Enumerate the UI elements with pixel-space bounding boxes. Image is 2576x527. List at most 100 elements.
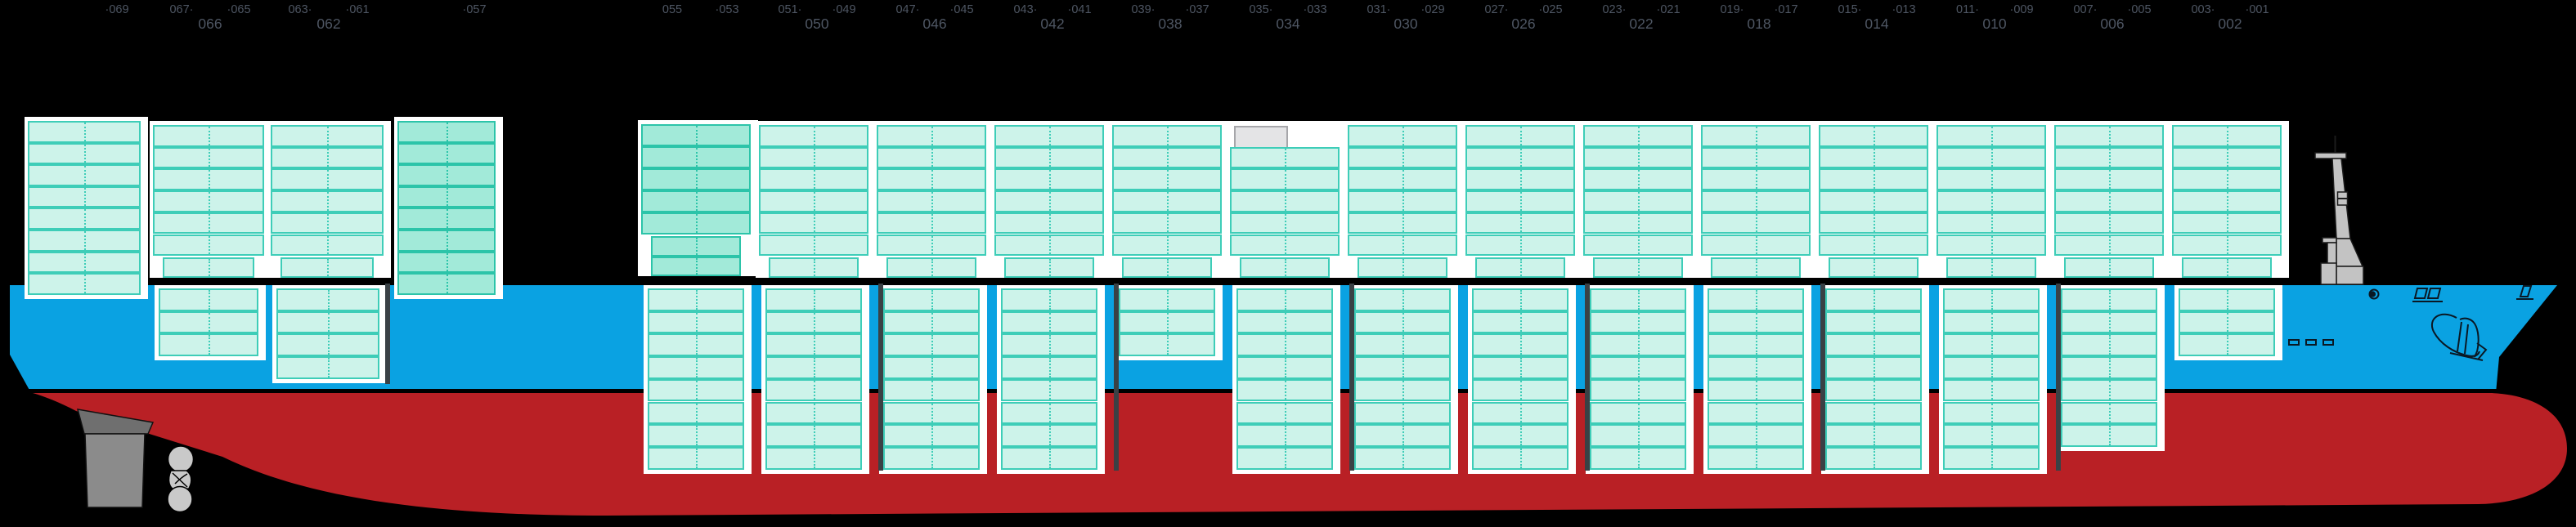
container-tier-hold <box>1236 356 1333 379</box>
twenty-foot-divider <box>696 380 698 400</box>
twenty-foot-divider <box>1167 335 1169 355</box>
twenty-foot-divider <box>1638 259 1640 276</box>
bay-label-even: 026 <box>1511 16 1536 32</box>
twenty-foot-divider <box>1991 448 1993 468</box>
container-tier <box>1230 146 1340 169</box>
container-tier <box>759 190 868 212</box>
twenty-foot-divider <box>1402 380 1404 400</box>
twenty-foot-divider <box>1638 358 1640 377</box>
container-tier-hold <box>1354 288 1451 311</box>
twenty-foot-divider <box>209 192 210 211</box>
twenty-foot-divider <box>1285 403 1286 423</box>
container-tier <box>759 146 868 169</box>
container-tier <box>1701 212 1811 234</box>
twenty-foot-divider <box>1520 358 1522 377</box>
container-tier <box>759 234 868 257</box>
bay-label-odd: ·025 <box>1538 3 1563 16</box>
twenty-foot-divider <box>447 187 448 207</box>
bay-label-even: 010 <box>1982 16 2007 32</box>
container-tier <box>397 121 496 143</box>
twenty-foot-divider <box>1638 290 1640 310</box>
bay-label-even: 018 <box>1747 16 1771 32</box>
container-tier-hold <box>1708 424 1804 447</box>
twenty-foot-divider <box>209 312 210 333</box>
twenty-foot-divider <box>696 214 698 233</box>
twenty-foot-divider <box>931 127 933 145</box>
twenty-foot-divider <box>1049 335 1051 355</box>
twenty-foot-divider <box>447 231 448 250</box>
twenty-foot-divider <box>209 170 210 190</box>
container-tier-hold <box>1354 310 1451 334</box>
container-tier-hold <box>1825 424 1922 447</box>
propeller-hub-swirl <box>172 472 188 488</box>
bay-label-even: 022 <box>1629 16 1654 32</box>
container-tier-hold <box>159 288 258 311</box>
twenty-foot-divider <box>814 213 815 233</box>
twenty-foot-divider <box>1402 426 1404 445</box>
container-tier <box>153 234 264 257</box>
container-tier-hatch <box>1358 257 1447 278</box>
container-tier <box>2172 125 2282 147</box>
bay-label-even: 030 <box>1393 16 1418 32</box>
container-tier <box>759 125 868 147</box>
twenty-foot-divider <box>1756 380 1757 400</box>
container-tier-hold <box>1236 424 1333 447</box>
twenty-foot-divider <box>1756 235 1757 255</box>
bay-label-odd: 019· <box>1720 3 1744 16</box>
rudder-lower <box>84 433 146 508</box>
container-tier <box>2172 168 2282 191</box>
bay-label-odd: 055 <box>662 3 683 16</box>
twenty-foot-divider <box>447 166 448 185</box>
container-tier-hold <box>883 333 980 357</box>
bay-label-odd: ·057 <box>462 3 487 16</box>
twenty-foot-divider <box>328 290 330 310</box>
twenty-foot-divider <box>1402 448 1404 468</box>
container-tier <box>28 208 141 230</box>
twenty-foot-divider <box>814 170 815 190</box>
container-tier <box>641 124 751 146</box>
container-tier-hold <box>1472 446 1568 470</box>
twenty-foot-divider <box>327 235 329 255</box>
twenty-foot-divider <box>1285 335 1286 355</box>
container-tier-hold <box>2179 333 2275 357</box>
bulkhead-4 <box>1349 284 1354 471</box>
twenty-foot-divider <box>209 259 210 276</box>
twenty-foot-divider <box>1991 335 1993 355</box>
container-tier-hold <box>883 424 980 447</box>
bay-label-odd: 047· <box>895 3 920 16</box>
container-tier <box>1465 125 1575 147</box>
container-tier <box>1819 212 1928 234</box>
twenty-foot-divider <box>1756 192 1757 211</box>
container-tier-hatch <box>2064 257 2154 278</box>
twenty-foot-divider <box>1285 312 1286 333</box>
container-tier <box>397 251 496 274</box>
twenty-foot-divider <box>1285 213 1286 233</box>
container-tier-hold <box>1354 356 1451 379</box>
bay-label-odd: ·065 <box>227 3 251 16</box>
mast-yard <box>2314 152 2347 159</box>
twenty-foot-divider <box>1402 403 1404 423</box>
container-tier <box>1936 146 2046 169</box>
bay-label-odd: ·037 <box>1185 3 1209 16</box>
container-tier-hatch <box>1240 257 1330 278</box>
container-tier <box>153 125 264 147</box>
twenty-foot-divider <box>1520 127 1522 145</box>
foremast <box>2314 136 2364 285</box>
twenty-foot-divider <box>1991 213 1993 233</box>
twenty-foot-divider <box>1049 127 1051 145</box>
container-tier-hold <box>2061 333 2157 357</box>
container-tier <box>1583 212 1693 234</box>
container-tier-hold <box>1943 424 2040 447</box>
twenty-foot-divider <box>84 144 86 163</box>
container-tier <box>1465 212 1575 234</box>
container-tier <box>994 234 1104 257</box>
twenty-foot-divider <box>327 259 329 276</box>
container-tier-hold <box>276 333 379 357</box>
container-tier <box>2172 190 2282 212</box>
container-tier <box>641 168 751 190</box>
twenty-foot-divider <box>2109 426 2111 445</box>
container-tier-hatch <box>651 236 741 257</box>
twenty-foot-divider <box>1520 426 1522 445</box>
container-tier <box>1583 168 1693 191</box>
bay-label-odd: 007· <box>2073 3 2098 16</box>
